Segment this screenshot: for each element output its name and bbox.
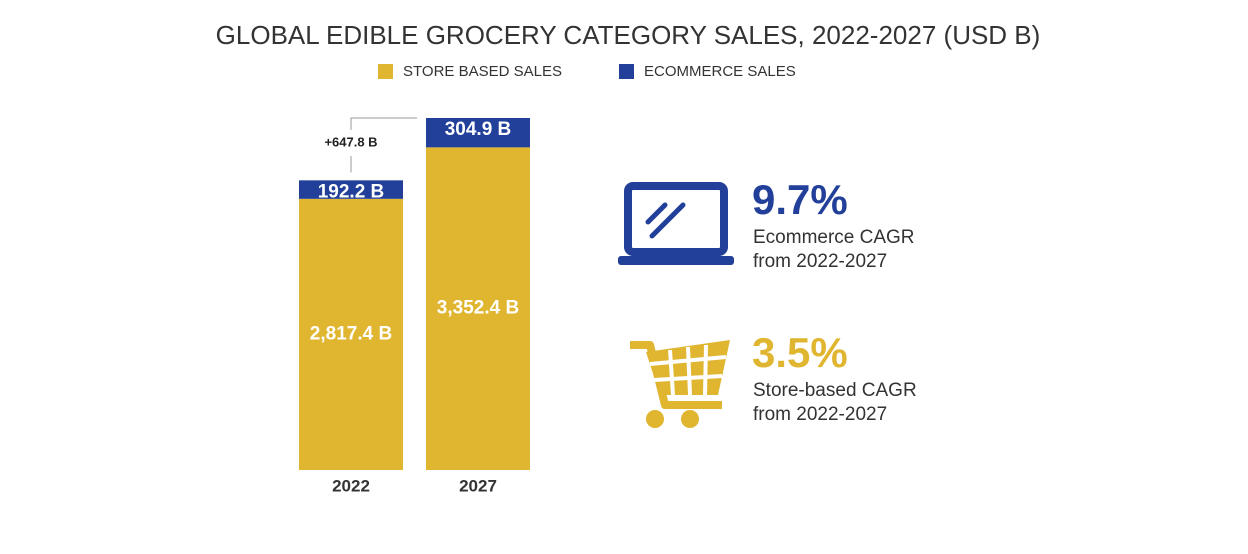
x-tick-label: 2022 — [332, 476, 370, 495]
stat-description: from 2022-2027 — [753, 251, 887, 272]
legend-swatch — [378, 64, 393, 79]
bar-segment — [426, 147, 530, 470]
legend-label: ECOMMERCE SALES — [644, 63, 796, 80]
legend-swatch — [619, 64, 634, 79]
value-label: 2,817.4 B — [310, 323, 392, 344]
annotation: +647.8 B — [324, 134, 377, 149]
annotation-bracket — [350, 117, 417, 130]
legend-label: STORE BASED SALES — [403, 63, 562, 80]
chart-title: GLOBAL EDIBLE GROCERY CATEGORY SALES, 20… — [216, 20, 1041, 50]
laptop-icon — [618, 182, 734, 265]
value-label: 3,352.4 B — [437, 298, 519, 319]
stat-description: from 2022-2027 — [753, 404, 887, 425]
stat-description: Store-based CAGR — [753, 380, 917, 401]
value-label: 192.2 B — [318, 181, 385, 202]
cart-icon — [630, 340, 730, 428]
value-label: 304.9 B — [445, 119, 512, 140]
stat-description: Ecommerce CAGR — [753, 227, 915, 248]
x-tick-label: 2027 — [459, 476, 497, 495]
bar-segment — [299, 180, 403, 199]
bar-segment — [426, 118, 530, 148]
bar-segment — [299, 198, 403, 470]
stat-value: 3.5% — [752, 329, 848, 376]
stat-value: 9.7% — [752, 176, 848, 223]
